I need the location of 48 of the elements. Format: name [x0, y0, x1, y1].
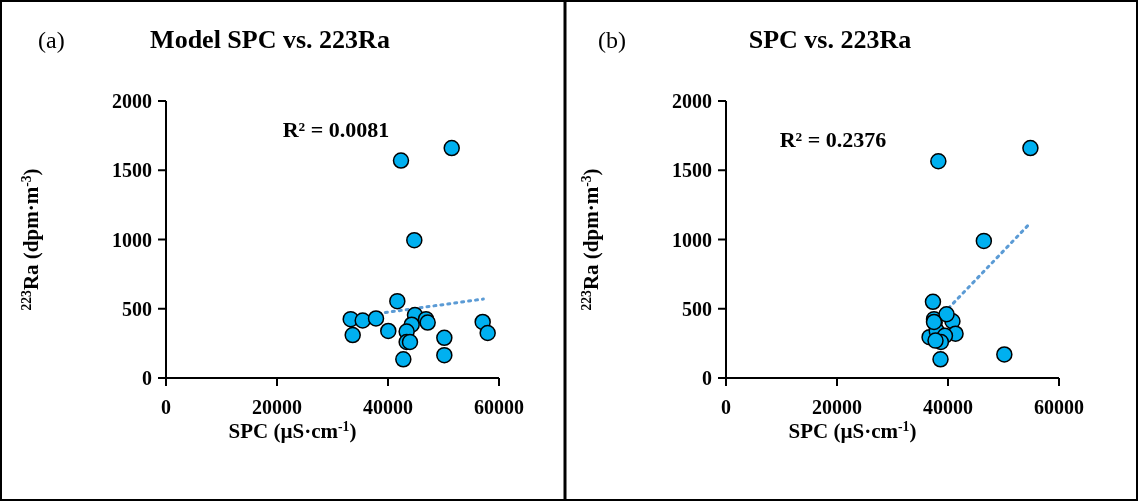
- x-tick-label: 20000: [812, 396, 862, 418]
- x-tick-label: 20000: [252, 396, 302, 418]
- point: [389, 292, 406, 310]
- y-tick-label: 1500: [672, 159, 712, 182]
- text: (b): [598, 27, 626, 53]
- point: [344, 326, 361, 344]
- y-tick-label: 1000: [112, 228, 152, 251]
- point: [924, 293, 942, 311]
- point: [380, 322, 397, 340]
- y-tick-label: 1000: [672, 228, 712, 251]
- y-tick-label: 2000: [112, 90, 152, 112]
- y-tick-label: 2000: [672, 90, 712, 112]
- point: [436, 346, 453, 364]
- point: [938, 306, 955, 323]
- point: [975, 232, 993, 250]
- y-tick-label: 500: [122, 297, 152, 320]
- point: [996, 346, 1013, 363]
- x-tick-label: 0: [161, 396, 171, 418]
- point: [443, 139, 460, 157]
- point: [392, 152, 410, 169]
- point: [406, 231, 423, 249]
- chart-title: Model SPC vs. 223Ra: [150, 25, 390, 54]
- annotation: R² = 0.0081: [282, 117, 390, 142]
- point: [419, 314, 436, 331]
- point: [436, 329, 453, 347]
- y-tick-label: 1500: [112, 159, 152, 182]
- point: [927, 332, 944, 349]
- y-tick-label: 500: [682, 297, 712, 320]
- point: [932, 351, 949, 368]
- point: [1022, 139, 1039, 157]
- point: [367, 310, 385, 327]
- x-tick-label: 40000: [923, 396, 973, 418]
- chart-title: SPC vs. 223Ra: [748, 25, 912, 54]
- point: [354, 312, 371, 329]
- y-tick-label: 0: [142, 367, 152, 389]
- point: [930, 153, 947, 170]
- x-axis-title: SPC (µS·cm$^{-1}$): [228, 418, 357, 443]
- point: [401, 333, 419, 351]
- y-tick-label: 0: [702, 367, 712, 389]
- point: [479, 324, 496, 342]
- x-tick-label: 0: [721, 396, 731, 418]
- point: [395, 351, 412, 368]
- x-tick-label: 60000: [474, 396, 524, 418]
- annotation: R² = 0.2376: [779, 127, 887, 152]
- x-axis-title: SPC (µS·cm$^{-1}$): [788, 418, 917, 443]
- x-tick-label: 60000: [1034, 396, 1084, 418]
- x-tick-label: 40000: [363, 396, 413, 418]
- text: (a): [38, 27, 65, 53]
